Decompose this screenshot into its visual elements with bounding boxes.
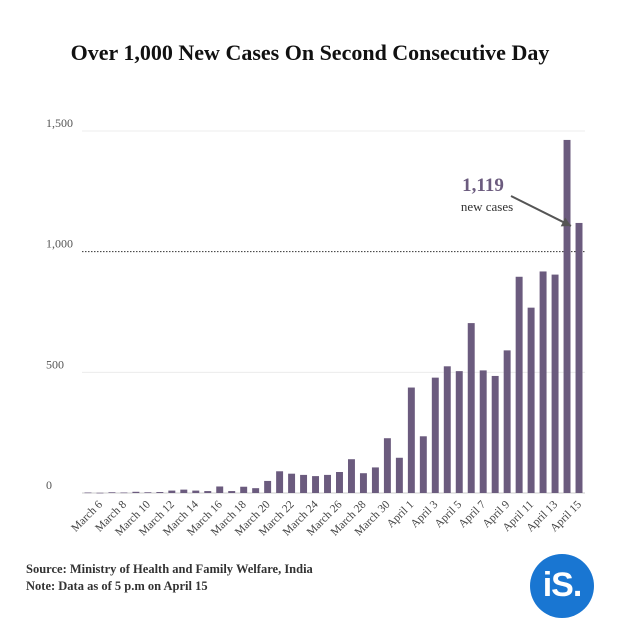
data-note: Note: Data as of 5 p.m on April 15 [26, 579, 208, 593]
y-tick-label: 1,000 [46, 237, 73, 251]
y-tick-label: 1,500 [46, 116, 73, 130]
bar [371, 467, 379, 493]
bar [312, 476, 320, 493]
bar [288, 473, 296, 493]
bar [443, 366, 451, 493]
bar [216, 486, 224, 493]
bar [407, 387, 415, 493]
annotation-value: 1,119 [462, 175, 504, 196]
annotation: 1,119 new cases [461, 175, 572, 227]
bar [575, 222, 583, 493]
bar [491, 375, 499, 493]
bar [539, 271, 547, 493]
bar [108, 492, 116, 493]
bar [300, 474, 308, 493]
bar [551, 274, 559, 493]
bar [228, 491, 236, 493]
bar [324, 474, 331, 493]
bar [515, 276, 523, 493]
bar [144, 492, 152, 493]
bar [252, 488, 260, 493]
bar [359, 473, 367, 493]
bar [276, 471, 284, 493]
bar [383, 438, 391, 493]
bar [84, 492, 92, 494]
bar [96, 492, 104, 494]
bar [264, 480, 272, 493]
y-tick-label: 500 [46, 357, 64, 371]
bar [204, 491, 212, 493]
bar [192, 490, 200, 493]
bar [168, 490, 176, 493]
bar [467, 323, 475, 493]
y-tick-label: 0 [46, 478, 52, 492]
bar [503, 350, 511, 493]
y-axis-ticks: 0 500 1,000 1,500 [46, 116, 73, 492]
annotation-arrow-line [510, 195, 572, 227]
brand-logo: iS. [530, 554, 594, 618]
chart-title: Over 1,000 New Cases On Second Consecuti… [70, 40, 550, 65]
bar [395, 457, 403, 493]
bar [336, 472, 343, 493]
bar [419, 436, 427, 493]
bar [347, 459, 355, 493]
bar [180, 489, 188, 493]
bar [431, 377, 439, 493]
bar [455, 371, 463, 493]
annotation-text: new cases [461, 199, 513, 214]
annotation-arrow-head [560, 217, 572, 227]
source-note: Source: Ministry of Health and Family We… [26, 562, 313, 576]
bar-series [84, 139, 583, 494]
grid-layer [82, 130, 585, 494]
bar [156, 492, 164, 493]
bar [563, 139, 571, 493]
bar [132, 491, 140, 493]
bar [479, 370, 487, 493]
bar [527, 307, 535, 493]
bar [120, 492, 128, 494]
bar [240, 486, 248, 493]
